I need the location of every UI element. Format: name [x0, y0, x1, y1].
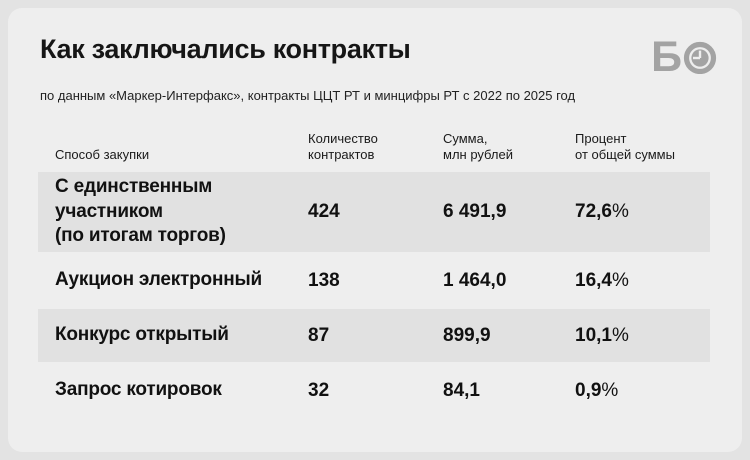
data-source-subtitle: по данным «Маркер-Интерфакс», контракты …	[40, 88, 576, 103]
table-row-single-supplier: С единственным участником (по итогам тор…	[38, 172, 710, 252]
percent-value: 0,9	[575, 379, 602, 401]
percent-sign: %	[611, 201, 629, 223]
header-count: Количество контрактов	[308, 131, 378, 163]
cell-percent: 16,4%	[575, 269, 710, 292]
cell-percent: 0,9%	[575, 379, 710, 402]
business-online-logo: Б	[651, 33, 718, 79]
cell-percent: 72,6%	[575, 200, 710, 223]
infographic-card: Как заключались контракты Б по данным «М…	[8, 8, 742, 452]
percent-sign: %	[611, 269, 629, 291]
header-method: Способ закупки	[55, 147, 150, 163]
cell-method: Запрос котировок	[55, 379, 222, 401]
cell-count: 32	[308, 379, 330, 401]
cell-sum: 1 464,0	[443, 269, 507, 291]
header-percent: Процент от общей суммы	[575, 131, 675, 163]
table-row-quote-request: Запрос котировок 32 84,1 0,9%	[38, 362, 710, 419]
cell-count: 87	[308, 324, 330, 346]
percent-value: 16,4	[575, 269, 612, 291]
percent-value: 72,6	[575, 201, 612, 223]
logo-letter-b: Б	[651, 33, 682, 81]
page-title: Как заключались контракты	[40, 34, 411, 64]
contracts-table: Способ закупки Количество контрактов Сум…	[38, 128, 710, 419]
cell-count: 424	[308, 201, 340, 223]
percent-sign: %	[601, 379, 619, 401]
cell-sum: 84,1	[443, 379, 480, 401]
table-row-open-tender: Конкурс открытый 87 899,9 10,1%	[38, 309, 710, 362]
cell-sum: 6 491,9	[443, 201, 507, 223]
clock-in-circle-icon	[682, 38, 718, 74]
percent-sign: %	[611, 324, 629, 346]
cell-method: Аукцион электронный	[55, 269, 263, 291]
cell-method: С единственным участником (по итогам тор…	[55, 175, 226, 247]
cell-method: Конкурс открытый	[55, 324, 229, 346]
cell-count: 138	[308, 269, 340, 291]
table-header-row: Способ закупки Количество контрактов Сум…	[38, 128, 710, 172]
percent-value: 10,1	[575, 324, 612, 346]
header-sum: Сумма, млн рублей	[443, 131, 513, 163]
cell-percent: 10,1%	[575, 324, 710, 347]
table-row-e-auction: Аукцион электронный 138 1 464,0 16,4%	[38, 252, 710, 309]
cell-sum: 899,9	[443, 324, 491, 346]
